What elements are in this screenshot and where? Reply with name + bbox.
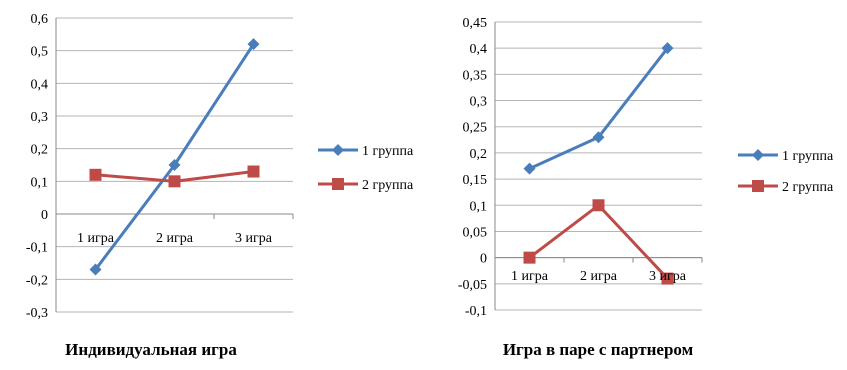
data-point xyxy=(247,165,260,178)
data-point xyxy=(523,162,536,175)
data-point xyxy=(661,272,674,285)
y-tick-label: 0,2 xyxy=(470,147,488,162)
y-tick-label: 0,35 xyxy=(463,68,488,83)
x-category-label: 2 игра xyxy=(156,231,194,246)
y-tick-label: 0,2 xyxy=(31,143,49,158)
x-category-label: 1 игра xyxy=(511,269,549,284)
series-line-2 xyxy=(528,203,669,280)
y-tick-label: 0,1 xyxy=(470,199,488,214)
data-point xyxy=(247,38,260,51)
y-tick-label: -0,1 xyxy=(26,241,48,256)
chart-1: 0,6 0,5 0,4 0,3 0,2 0,1 0 -0,1 -0,2 -0,3 1 игра 2 и… xyxy=(26,12,414,359)
y-tick-label: 0,45 xyxy=(463,16,488,31)
y-tick-label: -0,3 xyxy=(26,306,48,321)
y-tick-label: 0 xyxy=(480,252,487,267)
y-tick-label: -0,2 xyxy=(26,273,48,288)
x-category-label: 2 игра xyxy=(580,269,618,284)
y-tick-label: 0 xyxy=(41,208,48,223)
data-point xyxy=(89,263,102,276)
y-tick-label: -0,1 xyxy=(465,304,487,319)
y-tick-label: 0,15 xyxy=(463,173,488,188)
legend-marker xyxy=(752,180,764,192)
data-point xyxy=(592,199,605,212)
y-tick-label: 0,3 xyxy=(31,110,49,125)
data-point xyxy=(168,159,181,171)
data-point xyxy=(592,131,605,144)
chart-2: 0,45 0,4 0,35 0,3 0,25 0,2 0,15 0,1 0,05 0 -0,05 -0… xyxy=(458,16,834,359)
y-tick-label: 0,25 xyxy=(463,121,488,136)
legend-marker xyxy=(752,149,764,161)
chart-title: Индивидуальная игра xyxy=(65,340,237,359)
x-category-label: 3 игра xyxy=(235,231,273,246)
y-tick-label: 0,1 xyxy=(31,175,49,190)
x-category-label: 3 игра xyxy=(649,269,687,284)
legend-label: 2 группа xyxy=(362,178,414,193)
series-line-1 xyxy=(528,47,669,170)
x-category-label: 1 игра xyxy=(77,231,115,246)
y-tick-label: 0,3 xyxy=(470,95,488,110)
data-point xyxy=(89,168,102,181)
legend-label: 1 группа xyxy=(362,144,414,159)
y-tick-label: -0,05 xyxy=(458,278,487,293)
y-tick-label: 0,4 xyxy=(31,77,49,92)
legend-label: 2 группа xyxy=(782,180,834,195)
y-tick-label: 0,4 xyxy=(470,42,488,57)
data-point xyxy=(661,42,674,55)
chart-title: Игра в паре с партнером xyxy=(503,340,694,359)
legend-label: 1 группа xyxy=(782,149,834,164)
y-tick-label: 0,05 xyxy=(463,225,488,240)
y-tick-label: 0,5 xyxy=(31,45,49,60)
y-tick-label: 0,6 xyxy=(31,12,49,27)
data-point xyxy=(523,251,536,264)
legend-marker xyxy=(332,178,344,190)
data-point xyxy=(168,175,181,188)
legend-marker xyxy=(332,144,344,156)
